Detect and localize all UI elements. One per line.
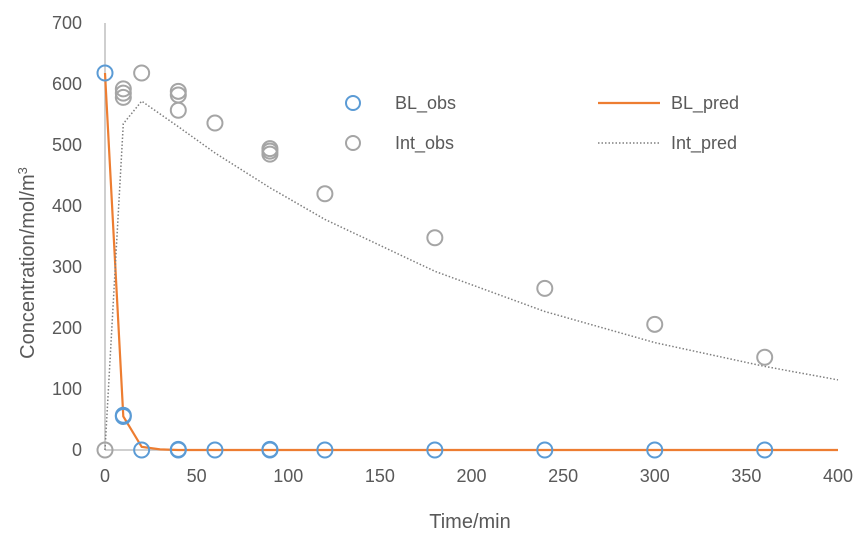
data-point-int-obs bbox=[426, 229, 444, 247]
legend-marker-int-obs bbox=[345, 135, 361, 151]
data-point-int-obs bbox=[316, 185, 334, 203]
y-tick-label: 100 bbox=[52, 379, 82, 399]
y-axis-title-superscript: 3 bbox=[15, 167, 30, 174]
y-axis-title-main: Concentration/mol/m bbox=[17, 174, 39, 359]
legend-label-int-obs: Int_obs bbox=[395, 133, 454, 154]
y-tick-label: 0 bbox=[72, 440, 82, 460]
y-tick-label: 200 bbox=[52, 318, 82, 338]
x-tick-label: 400 bbox=[823, 466, 853, 486]
data-point-int-obs bbox=[169, 82, 187, 100]
y-axis-title: Concentration/mol/m3 bbox=[15, 167, 39, 359]
legend-marker-bl-obs bbox=[345, 95, 361, 111]
data-point-int-obs bbox=[114, 88, 132, 106]
data-point-bl-obs bbox=[756, 441, 774, 459]
data-point-int-obs bbox=[133, 64, 151, 82]
data-point-bl-obs bbox=[133, 441, 151, 459]
x-tick-label: 0 bbox=[100, 466, 110, 486]
x-tick-label: 100 bbox=[273, 466, 303, 486]
legend-label-int-pred: Int_pred bbox=[671, 133, 737, 154]
data-point-bl-obs bbox=[646, 441, 664, 459]
data-point-int-obs bbox=[96, 441, 114, 459]
legend: BL_obs BL_pred Int_obs Int_pred bbox=[345, 93, 739, 154]
y-tick-label: 500 bbox=[52, 135, 82, 155]
series-layer bbox=[96, 64, 839, 459]
series-line-int-pred bbox=[104, 100, 839, 451]
y-tick-label: 600 bbox=[52, 74, 82, 94]
data-point-int-obs bbox=[206, 114, 224, 132]
x-tick-label: 350 bbox=[731, 466, 761, 486]
data-point-int-obs bbox=[169, 101, 187, 119]
data-point-int-obs bbox=[114, 80, 132, 98]
data-point-bl-obs bbox=[536, 441, 554, 459]
y-tick-label: 400 bbox=[52, 196, 82, 216]
x-axis-title: Time/min bbox=[429, 511, 510, 533]
data-point-int-obs bbox=[114, 84, 132, 102]
legend-label-bl-obs: BL_obs bbox=[395, 93, 456, 114]
data-point-bl-obs bbox=[169, 440, 187, 458]
legend-label-bl-pred: BL_pred bbox=[671, 93, 739, 114]
data-point-bl-obs bbox=[114, 406, 132, 424]
x-tick-label: 50 bbox=[187, 466, 207, 486]
x-tick-label: 300 bbox=[640, 466, 670, 486]
y-tick-label: 700 bbox=[52, 13, 82, 33]
data-point-int-obs bbox=[756, 348, 774, 366]
data-point-int-obs bbox=[536, 279, 554, 297]
data-point-bl-obs bbox=[426, 441, 444, 459]
data-point-int-obs bbox=[646, 315, 664, 333]
axes: 0 50 100 150 200 250 300 350 400 0 100 200 300 400 500… bbox=[52, 13, 853, 486]
x-tick-label: 150 bbox=[365, 466, 395, 486]
data-point-bl-obs bbox=[261, 440, 279, 458]
x-tick-label: 200 bbox=[456, 466, 486, 486]
y-tick-label: 300 bbox=[52, 257, 82, 277]
data-point-int-obs bbox=[169, 86, 187, 104]
data-point-bl-obs bbox=[316, 441, 334, 459]
data-point-int-obs bbox=[261, 140, 279, 158]
series-line-bl-pred bbox=[103, 72, 838, 452]
x-tick-label: 250 bbox=[548, 466, 578, 486]
data-point-bl-obs bbox=[206, 441, 224, 459]
data-point-bl-obs bbox=[96, 64, 114, 82]
